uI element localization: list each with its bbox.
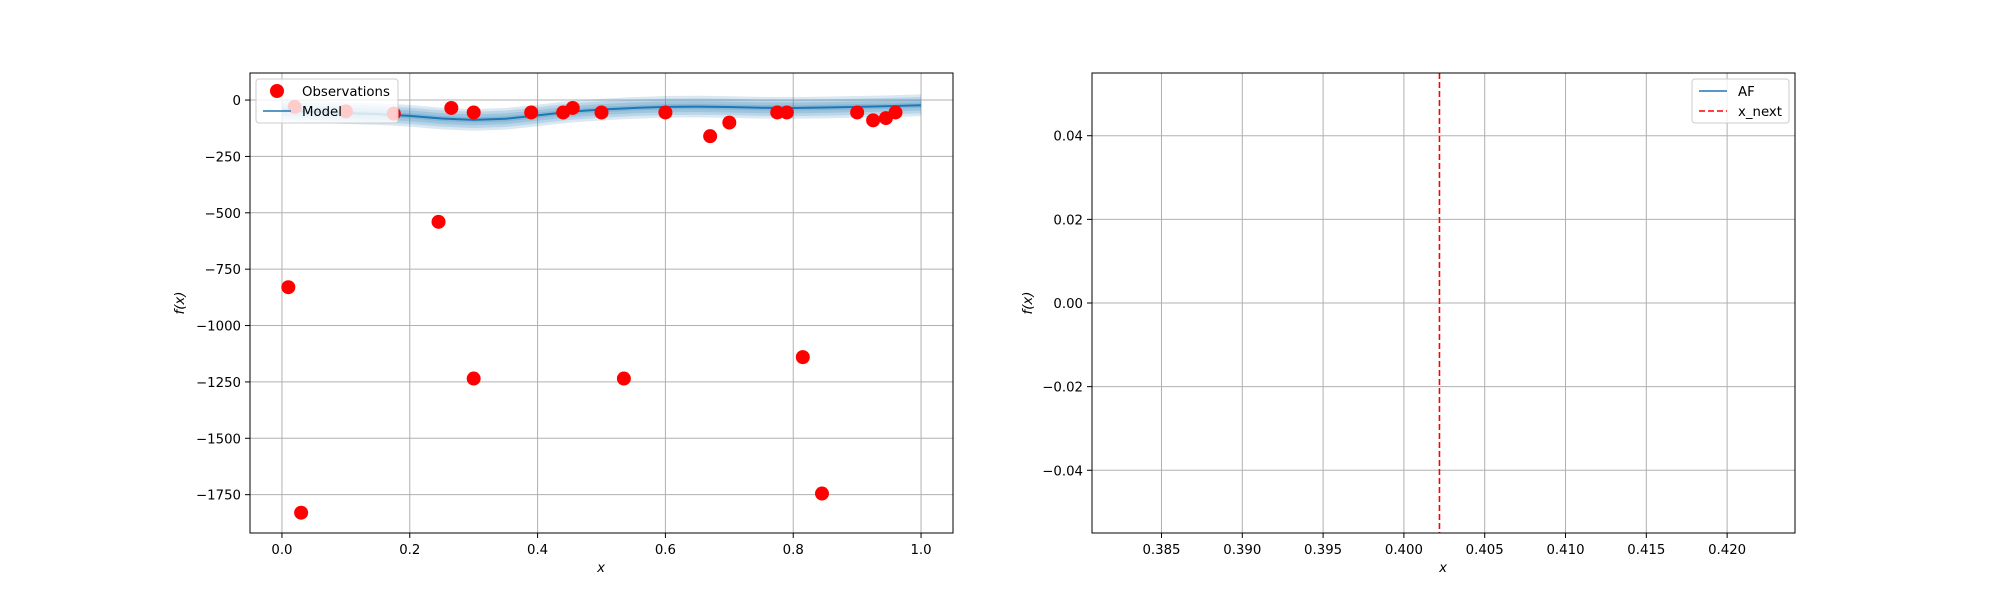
y-tick-label: −1250	[196, 376, 241, 391]
observation-point	[888, 105, 903, 120]
left-legend-box	[255, 78, 399, 124]
observation-point	[850, 105, 865, 120]
observation-point	[431, 214, 446, 229]
y-tick-label: −1000	[196, 320, 241, 335]
legend-observations-marker	[270, 84, 284, 98]
observation-point	[466, 105, 481, 120]
right-x-axis-label: x	[1438, 561, 1447, 576]
y-tick-label: 0.00	[1053, 297, 1083, 312]
right-y-ticks: 0.04 0.02 0.00 −0.02 −0.04	[1042, 130, 1092, 479]
y-tick-label: 0.02	[1053, 213, 1083, 228]
right-legend: AF x_next	[1691, 78, 1790, 124]
x-tick-label: 0.400	[1385, 543, 1423, 558]
y-tick-label: −0.04	[1042, 464, 1083, 479]
left-legend: Observations Model	[255, 78, 399, 124]
observation-point	[281, 280, 296, 295]
left-x-axis-label: x	[596, 561, 605, 576]
observation-point	[795, 350, 810, 365]
y-tick-label: −500	[204, 207, 241, 222]
legend-af-label: AF	[1738, 85, 1755, 100]
legend-observations-label: Observations	[302, 85, 390, 100]
left-plot: 0.0 0.2 0.4 0.6 0.8 1.0 0 −250 −500 −750 −1000 −12…	[173, 72, 954, 576]
x-tick-label: 0.395	[1304, 543, 1342, 558]
observation-point	[294, 505, 309, 520]
right-plot: 0.385 0.390 0.395 0.400 0.405 0.410 0.415 0.420…	[1021, 72, 1796, 576]
observation-point	[565, 100, 580, 115]
observation-point	[594, 105, 609, 120]
observation-point	[616, 371, 631, 386]
x-tick-label: 0.4	[527, 543, 548, 558]
observation-point	[814, 486, 829, 501]
y-tick-label: −1750	[196, 489, 241, 504]
right-plot-grid	[1092, 73, 1795, 533]
observation-point	[444, 100, 459, 115]
y-tick-label: −750	[204, 263, 241, 278]
observation-point	[524, 105, 539, 120]
left-plot-frame	[249, 72, 954, 534]
y-tick-label: 0	[233, 94, 241, 109]
x-tick-label: 0.420	[1708, 543, 1746, 558]
y-tick-label: −1500	[196, 432, 241, 447]
observation-point	[866, 113, 881, 128]
observation-point	[466, 371, 481, 386]
x-tick-label: 0.6	[655, 543, 676, 558]
left-y-ticks: 0 −250 −500 −750 −1000 −1250 −1500 −1750	[196, 94, 250, 504]
y-tick-label: −250	[204, 150, 241, 165]
y-tick-label: −0.02	[1042, 381, 1083, 396]
observation-point	[779, 105, 794, 120]
x-tick-label: 0.385	[1142, 543, 1180, 558]
legend-model-label: Model	[302, 105, 342, 120]
observation-point	[703, 129, 718, 144]
x-tick-label: 1.0	[910, 543, 931, 558]
observation-point	[658, 105, 673, 120]
right-legend-box	[1691, 78, 1790, 124]
left-y-axis-label: f(x)	[173, 292, 188, 315]
x-tick-label: 0.8	[783, 543, 804, 558]
x-tick-label: 0.2	[399, 543, 420, 558]
x-tick-label: 0.405	[1466, 543, 1504, 558]
x-tick-label: 0.415	[1627, 543, 1665, 558]
left-x-ticks: 0.0 0.2 0.4 0.6 0.8 1.0	[271, 533, 932, 558]
right-x-ticks: 0.385 0.390 0.395 0.400 0.405 0.410 0.415 0.420	[1142, 533, 1746, 558]
legend-x-next-label: x_next	[1738, 105, 1782, 120]
x-tick-label: 0.0	[271, 543, 292, 558]
right-y-axis-label: f(x)	[1021, 292, 1036, 315]
y-tick-label: 0.04	[1053, 130, 1083, 145]
observation-point	[770, 105, 785, 120]
x-tick-label: 0.390	[1223, 543, 1261, 558]
observation-point	[722, 115, 737, 130]
left-plot-grid	[250, 73, 953, 533]
x-tick-label: 0.410	[1546, 543, 1584, 558]
